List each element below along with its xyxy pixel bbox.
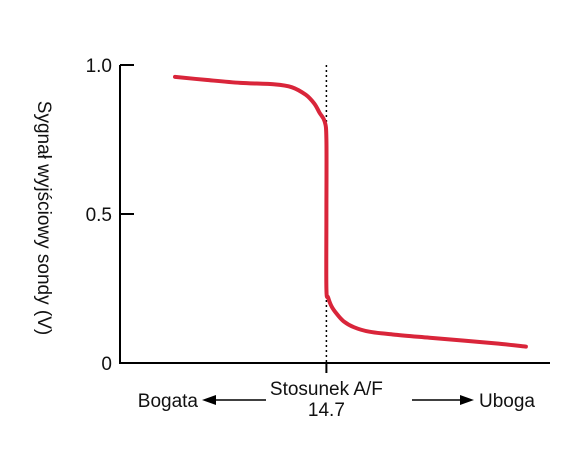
series-group (173, 74, 528, 349)
rich-annotation: Bogata (138, 391, 199, 412)
y-tick-label: 0 (101, 354, 112, 375)
x-tick-label: 14.7 (308, 400, 345, 421)
y-tick-label: 0.5 (86, 205, 112, 226)
x-axis-label: Stosunek A/F (270, 379, 383, 400)
lean-annotation: Uboga (479, 391, 535, 412)
axes (119, 65, 550, 364)
x-ticks: 14.7 (308, 363, 345, 421)
arrow-right-icon (412, 395, 474, 405)
y-tick-label: 1.0 (86, 56, 112, 77)
arrow-left-icon (202, 395, 266, 405)
y-ticks: 0 0.5 1.0 (86, 56, 134, 375)
series-line-0 (173, 74, 528, 349)
y-axis-label: Sygnał wyjściowy sondy (V) (33, 101, 54, 335)
